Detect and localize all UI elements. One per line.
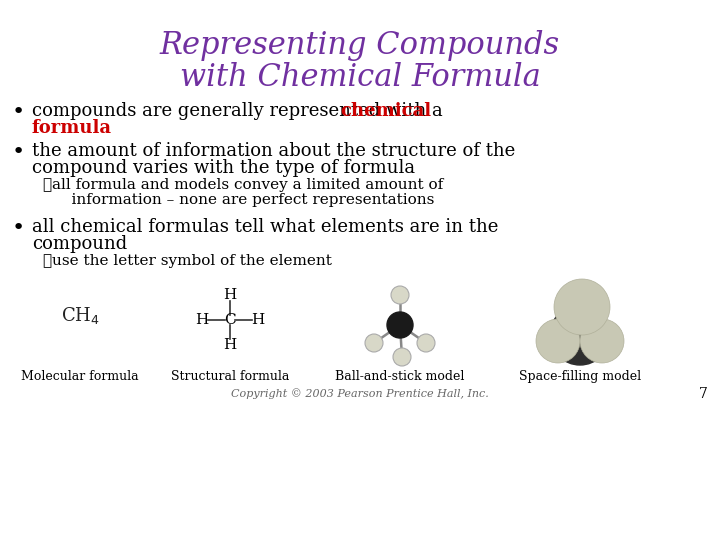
Text: 7: 7 <box>699 387 708 401</box>
Circle shape <box>417 334 435 352</box>
Text: •: • <box>12 218 24 238</box>
Circle shape <box>536 319 580 363</box>
Text: ✓: ✓ <box>42 178 51 192</box>
Text: compounds are generally represented with a: compounds are generally represented with… <box>32 102 449 120</box>
Circle shape <box>391 286 409 304</box>
Text: formula: formula <box>32 119 112 137</box>
Text: H: H <box>195 313 209 327</box>
Text: Copyright © 2003 Pearson Prentice Hall, Inc.: Copyright © 2003 Pearson Prentice Hall, … <box>231 388 489 399</box>
Circle shape <box>554 279 610 335</box>
Text: information – none are perfect representations: information – none are perfect represent… <box>52 193 434 207</box>
Text: chemical: chemical <box>340 102 431 120</box>
Text: all chemical formulas tell what elements are in the: all chemical formulas tell what elements… <box>32 218 498 236</box>
Circle shape <box>393 348 411 366</box>
Text: Structural formula: Structural formula <box>171 370 289 383</box>
Text: compound varies with the type of formula: compound varies with the type of formula <box>32 159 415 177</box>
Text: C: C <box>224 313 236 327</box>
Circle shape <box>580 319 624 363</box>
Text: CH$_4$: CH$_4$ <box>60 305 99 326</box>
Text: H: H <box>251 313 265 327</box>
Text: Ball-and-stick model: Ball-and-stick model <box>336 370 464 383</box>
Text: all formula and models convey a limited amount of: all formula and models convey a limited … <box>52 178 444 192</box>
Text: H: H <box>223 288 237 302</box>
Circle shape <box>365 334 383 352</box>
Text: Space-filling model: Space-filling model <box>519 370 641 383</box>
Text: Molecular formula: Molecular formula <box>21 370 139 383</box>
Text: •: • <box>12 142 24 162</box>
Text: with Chemical Formula: with Chemical Formula <box>179 62 541 93</box>
Text: H: H <box>223 338 237 352</box>
Circle shape <box>550 305 610 365</box>
Text: compound: compound <box>32 235 127 253</box>
Text: •: • <box>12 102 24 122</box>
Text: Representing Compounds: Representing Compounds <box>160 30 560 61</box>
Text: ✓: ✓ <box>42 254 51 268</box>
Text: the amount of information about the structure of the: the amount of information about the stru… <box>32 142 516 160</box>
Text: use the letter symbol of the element: use the letter symbol of the element <box>52 254 332 268</box>
Circle shape <box>387 312 413 338</box>
